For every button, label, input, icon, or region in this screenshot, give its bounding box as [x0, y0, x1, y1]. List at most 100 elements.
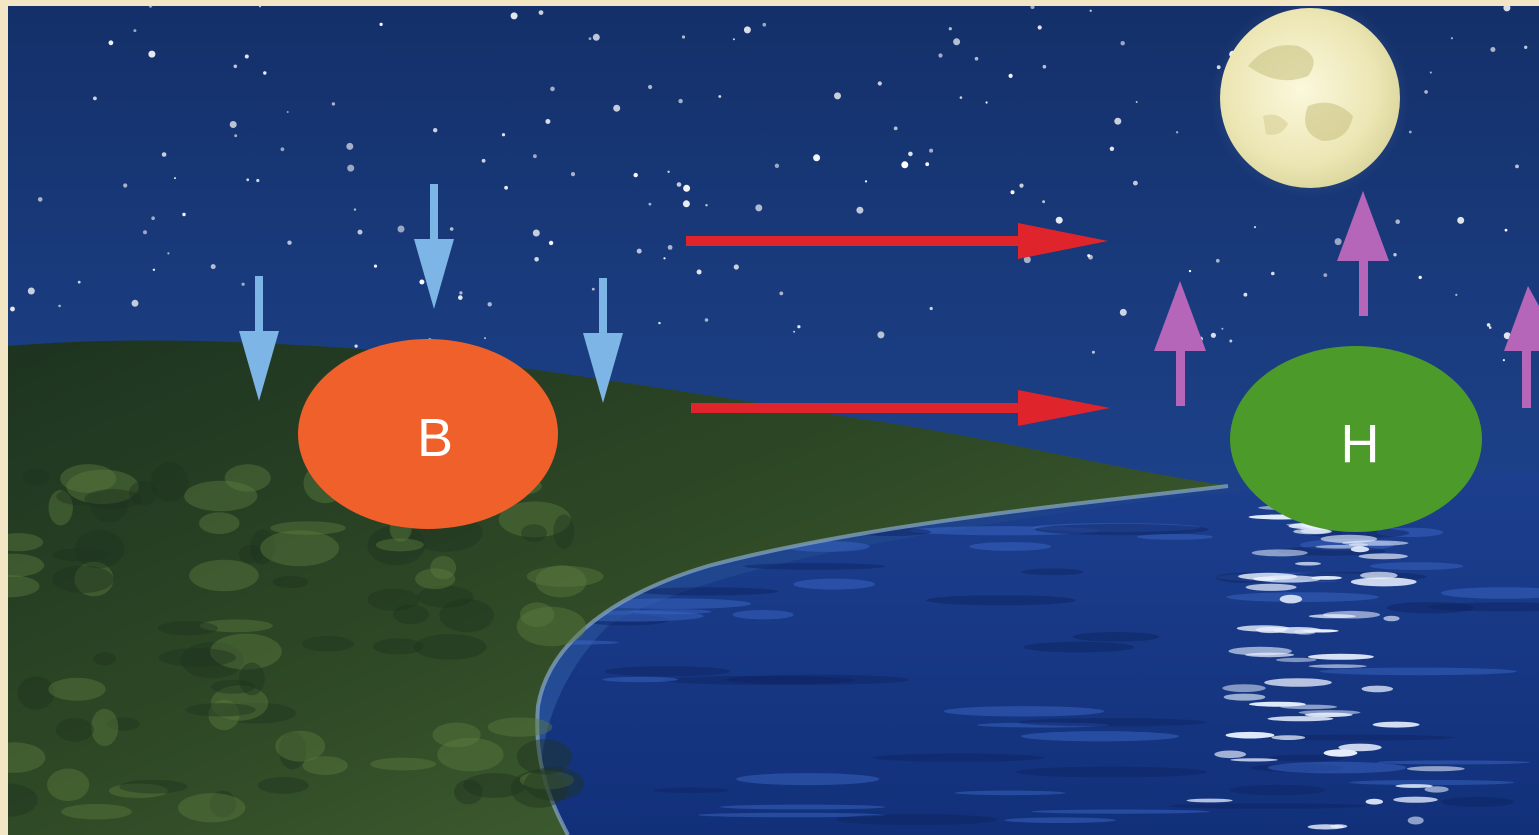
star	[1087, 254, 1091, 258]
star	[591, 287, 595, 291]
star	[1188, 269, 1192, 273]
reflection-glint	[1330, 824, 1348, 829]
sea-ripple	[593, 598, 751, 609]
star	[397, 225, 405, 233]
star	[533, 154, 537, 159]
foliage-patch	[239, 662, 265, 696]
star	[667, 170, 670, 173]
star	[681, 35, 686, 39]
star	[167, 252, 170, 255]
foliage-patch	[150, 462, 189, 502]
star	[704, 318, 709, 322]
reflection-glint	[1279, 594, 1303, 604]
star	[877, 331, 885, 339]
foliage-patch	[8, 742, 46, 773]
star	[1243, 292, 1248, 297]
sea-ripple	[1021, 731, 1179, 742]
star	[534, 257, 539, 262]
sea-ripple	[1030, 809, 1210, 814]
star	[174, 177, 176, 180]
star	[1133, 180, 1138, 186]
reflection-glint	[1275, 657, 1317, 663]
star	[1135, 101, 1138, 103]
star	[1221, 327, 1224, 330]
reflection-glint	[1358, 553, 1408, 560]
star	[683, 184, 691, 192]
foliage-patch	[84, 489, 142, 509]
reflection-glint	[1360, 571, 1398, 580]
foliage-patch	[60, 464, 117, 493]
foliage-patch	[553, 514, 575, 549]
foliage-patch	[209, 790, 237, 818]
foliage-patch	[129, 481, 157, 506]
pressure-right-label: H	[1341, 414, 1380, 474]
star	[1229, 339, 1233, 343]
sea-ripple	[1034, 523, 1209, 536]
sea-ripple	[1072, 632, 1160, 642]
foliage-patch	[521, 524, 547, 542]
reflection-glint	[1214, 750, 1247, 759]
star	[263, 71, 267, 75]
right-arrow-icon	[686, 223, 1108, 259]
foliage-patch	[17, 676, 55, 710]
sea-ripple	[736, 773, 880, 786]
star	[548, 240, 554, 246]
star	[938, 53, 943, 58]
sea-ripple	[602, 676, 679, 683]
sea-ripple	[969, 542, 1052, 551]
star	[143, 230, 147, 235]
star	[10, 306, 15, 312]
star	[705, 204, 708, 207]
foliage-patch	[199, 619, 273, 633]
foliage-patch	[210, 685, 269, 721]
star	[58, 304, 61, 308]
star	[1271, 271, 1275, 276]
star	[545, 119, 551, 124]
star	[77, 280, 81, 284]
reflection-glint	[1230, 758, 1278, 762]
star	[27, 287, 35, 295]
star	[379, 22, 383, 26]
foliage-patch	[270, 521, 346, 535]
foliage-patch	[51, 565, 114, 593]
sea-ripple	[1229, 784, 1326, 796]
moon-icon	[1210, 6, 1410, 198]
land-sea-breeze-diagram: B H	[8, 6, 1539, 835]
foliage-patch	[432, 722, 481, 748]
reflection-glint	[1280, 704, 1337, 710]
foliage-patch	[66, 469, 139, 504]
star	[953, 38, 961, 46]
star	[510, 12, 518, 20]
sea-ripple	[1226, 592, 1379, 602]
star	[1215, 258, 1220, 263]
star	[246, 178, 250, 182]
foliage-patch	[210, 680, 256, 694]
star	[346, 142, 354, 150]
foliage-patch	[208, 699, 240, 731]
star	[1450, 37, 1453, 40]
foliage-patch	[516, 739, 572, 775]
sea-ripple	[1004, 817, 1116, 823]
foliage-patch	[430, 556, 457, 580]
star	[501, 133, 506, 137]
star	[779, 291, 784, 296]
star	[532, 229, 540, 237]
star	[797, 325, 801, 329]
reflection-glint	[1236, 625, 1290, 632]
foliage-patch	[373, 638, 424, 655]
foliage-patch	[107, 717, 140, 731]
foliage-patch	[275, 730, 326, 762]
star	[648, 84, 653, 90]
sea-ripple	[744, 563, 885, 570]
reflection-glint	[1264, 678, 1332, 687]
foliage-patch	[257, 777, 309, 794]
foliage-patch	[439, 598, 494, 633]
star	[241, 282, 245, 286]
star	[233, 64, 238, 69]
foliage-patch	[91, 708, 119, 747]
foliage-patch	[516, 606, 586, 647]
star	[1042, 64, 1047, 69]
star	[37, 197, 43, 202]
reflection-glint	[1295, 561, 1321, 566]
star	[1019, 183, 1024, 188]
